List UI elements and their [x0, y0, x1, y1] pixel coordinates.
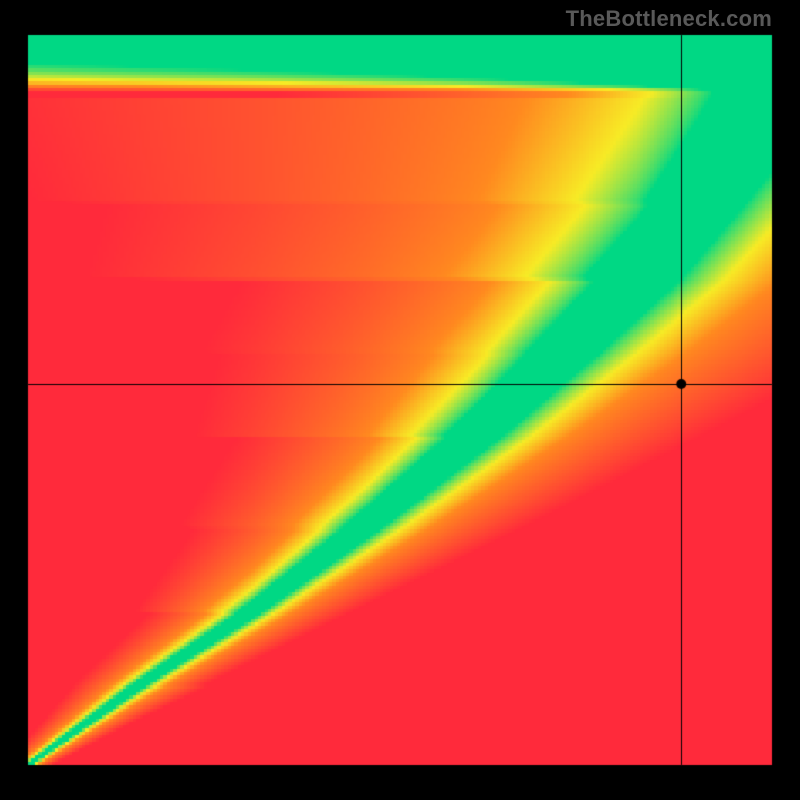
watermark-text: TheBottleneck.com — [566, 6, 772, 32]
crosshair-overlay — [0, 0, 800, 800]
chart-container: TheBottleneck.com — [0, 0, 800, 800]
